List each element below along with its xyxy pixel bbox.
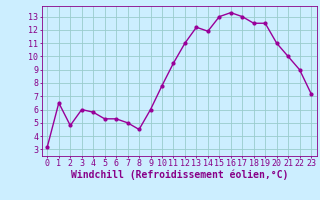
X-axis label: Windchill (Refroidissement éolien,°C): Windchill (Refroidissement éolien,°C) [70, 170, 288, 180]
